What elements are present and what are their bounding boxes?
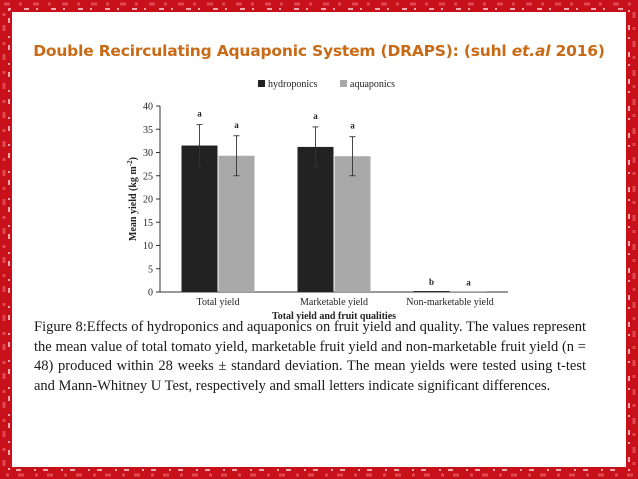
x-tick-label: Total yield [197, 297, 240, 308]
significance-letter-hydroponics-1: a [313, 111, 318, 121]
y-axis-label: Mean yield (kg m-2) [126, 157, 139, 241]
significance-letter-aquaponics-2: a [466, 278, 471, 288]
bar-hydroponics-1 [297, 146, 334, 292]
significance-letter-hydroponics-0: a [197, 109, 202, 119]
y-tick-label: 25 [143, 171, 153, 182]
bar-aquaponics-0 [218, 155, 255, 292]
title-main: Double Recirculating Aquaponic System (D… [33, 42, 512, 60]
significance-letter-aquaponics-0: a [234, 120, 239, 130]
y-tick-label: 0 [148, 288, 153, 299]
title-et-al: et.al [511, 42, 551, 60]
y-tick-label: 30 [143, 148, 153, 159]
y-tick-label: 20 [143, 195, 153, 206]
title-end: 2016) [550, 42, 605, 60]
bar-aquaponics-2 [450, 291, 487, 292]
x-axis-label: Total yield and fruit qualities [272, 311, 396, 322]
y-tick-label: 15 [143, 218, 153, 229]
significance-letter-hydroponics-2: b [429, 277, 434, 287]
y-tick-label: 5 [148, 264, 153, 275]
bar-aquaponics-1 [334, 156, 371, 292]
yield-bar-chart: 0 5 10 15 20 25 30 35 40 Mean yield (kg m-2) hydro… [122, 74, 514, 324]
slide-title: Double Recirculating Aquaponic System (D… [20, 42, 618, 60]
bar-hydroponics-2 [413, 291, 450, 292]
significance-letter-aquaponics-1: a [350, 121, 355, 131]
x-tick-label: Marketable yield [300, 297, 368, 308]
legend-label-aquaponics: aquaponics [350, 79, 395, 90]
bar-hydroponics-0 [181, 145, 218, 292]
x-tick-label: Non-marketable yield [406, 297, 493, 308]
legend-swatch-aquaponics [340, 80, 347, 87]
legend-label-hydroponics: hydroponics [268, 79, 318, 90]
figure-caption: Figure 8:Effects of hydroponics and aqua… [34, 319, 586, 394]
legend-swatch-hydroponics [258, 80, 265, 87]
y-tick-label: 35 [143, 125, 153, 136]
y-tick-label: 10 [143, 241, 153, 252]
y-tick-label: 40 [143, 102, 153, 113]
